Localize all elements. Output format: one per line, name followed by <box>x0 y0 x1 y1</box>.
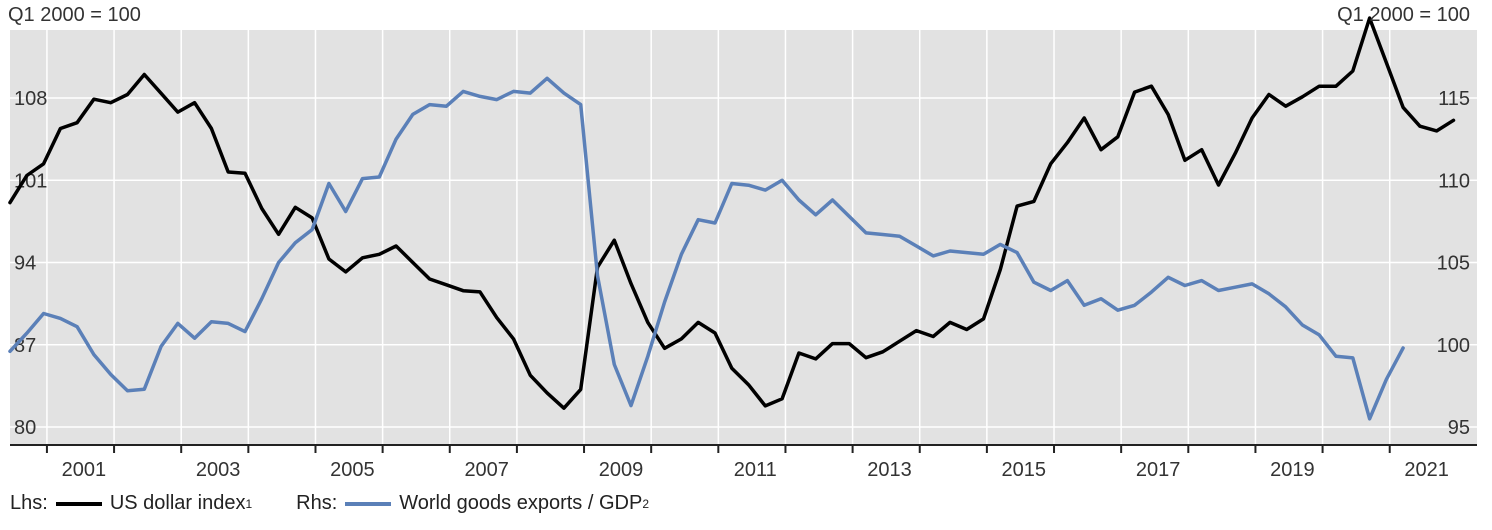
x-tick-label: 2005 <box>330 459 375 481</box>
x-tick-label: 2007 <box>464 459 509 481</box>
y-right-tick-label: 95 <box>1448 417 1470 439</box>
left-axis-unit: Q1 2000 = 100 <box>8 4 141 26</box>
series-us-dollar-index <box>8 16 1456 410</box>
y-left-tick-label: 94 <box>14 253 36 275</box>
series-world-exports-gdp <box>8 76 1405 421</box>
legend-rhs-prefix: Rhs: <box>296 492 338 514</box>
y-right-tick-label: 115 <box>1438 88 1470 110</box>
y-right-tick-label: 110 <box>1438 170 1470 192</box>
legend-rhs-label: World goods exports / GDP <box>399 492 643 514</box>
x-tick-label: 2011 <box>734 459 777 481</box>
x-tick-label: 2017 <box>1136 459 1181 481</box>
x-axis-labels: 2001 2003 2005 2007 2009 2011 2013 2015 2017 2019… <box>62 459 1449 481</box>
legend-lhs-swatch <box>55 501 102 506</box>
x-tick-label: 2009 <box>599 459 644 481</box>
legend-lhs-footnote: 1 <box>245 496 253 511</box>
y-right-tick-label: 105 <box>1437 253 1470 275</box>
legend-lhs-label: US dollar index <box>109 492 246 514</box>
plot-area <box>10 30 1477 445</box>
x-tick-label: 2001 <box>62 459 107 481</box>
x-tick-label: 2021 <box>1404 459 1449 481</box>
x-tick-label: 2003 <box>196 459 241 481</box>
y-left-tick-label: 108 <box>14 88 47 110</box>
y-left-tick-label: 80 <box>14 417 36 439</box>
legend-rhs-swatch <box>345 501 392 506</box>
x-tick-label: 2015 <box>1002 459 1047 481</box>
x-tick-label: 2013 <box>867 459 912 481</box>
legend-lhs-prefix: Lhs: <box>10 492 48 514</box>
x-axis-ticks <box>10 444 1477 453</box>
gridlines <box>10 30 1477 445</box>
y-axis-right-labels: 95 100 105 110 115 <box>1437 88 1470 439</box>
series-lines <box>8 16 1456 421</box>
y-left-tick-label: 101 <box>14 170 47 192</box>
right-axis-unit: Q1 2000 = 100 <box>1337 4 1470 26</box>
x-tick-label: 2019 <box>1270 459 1315 481</box>
legend: Lhs: US dollar index 1 Rhs: World goods e… <box>10 492 649 515</box>
legend-rhs-footnote: 2 <box>642 496 650 511</box>
y-right-tick-label: 100 <box>1437 335 1470 357</box>
